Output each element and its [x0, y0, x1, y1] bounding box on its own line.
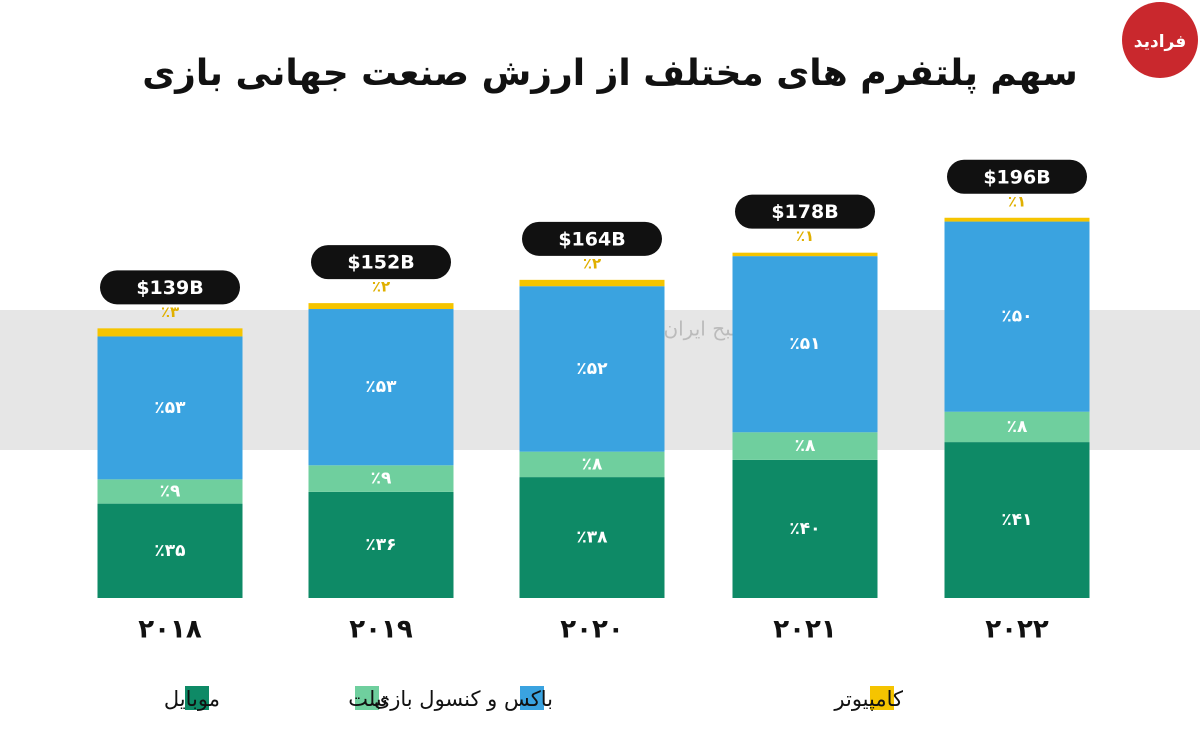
bar-segment: [97, 328, 243, 337]
data-label: ٪۱: [796, 227, 814, 245]
data-label: ٪۹: [371, 469, 392, 489]
legend-label: موبایل: [164, 687, 220, 711]
x-tick-label: ۲۰۱۸: [138, 615, 202, 645]
bar-segment: [308, 309, 454, 466]
data-label: ٪۱: [1008, 192, 1026, 210]
x-tick-label: ۲۰۲۲: [985, 615, 1049, 645]
bar-segment: [944, 411, 1090, 443]
legend-swatch: [520, 686, 544, 710]
legend-swatch: [355, 686, 379, 710]
legend-label: باکس و کنسول بازی: [374, 687, 553, 711]
bar-segment: [519, 451, 665, 478]
data-label: ٪۵۳: [365, 377, 397, 397]
data-label: ٪۳: [161, 303, 179, 321]
bar-segment: [97, 503, 243, 598]
total-label: $152B: [347, 252, 414, 274]
total-label: $164B: [558, 228, 625, 250]
bar-segment: [944, 221, 1090, 412]
legend-label: کامپیوتر: [833, 687, 903, 711]
bar-segment: [308, 465, 454, 492]
x-tick-label: ۲۰۱۹: [349, 615, 413, 645]
data-label: ٪۴۱: [1001, 510, 1032, 530]
bar-segment: [944, 217, 1090, 222]
data-label: ٪۸: [795, 436, 816, 456]
data-label: ٪۳۸: [576, 528, 608, 548]
bar-segment: [519, 477, 665, 598]
bar-segment: [732, 256, 878, 433]
bar-segment: [519, 286, 665, 452]
data-label: ٪۲: [372, 278, 390, 296]
bar-segment: [732, 252, 878, 257]
bar-segment: [97, 479, 243, 504]
total-pill: [100, 270, 240, 305]
data-label: ٪۵۱: [789, 334, 820, 354]
legend-label: تبلت: [348, 687, 388, 711]
brand-logo: [1122, 2, 1198, 78]
bar-segment: [97, 336, 243, 480]
total-pill: [947, 159, 1087, 194]
data-label: ٪۵۳: [154, 398, 186, 418]
bar-segment: [308, 303, 454, 310]
data-label: ٪۲: [583, 254, 601, 272]
bar-segment: [732, 459, 878, 598]
chart-title: سهم پلتفرم های مختلف از ارزش صنعت جهانی …: [142, 53, 1078, 94]
brand: فرادید: [1134, 32, 1186, 52]
total-label: $196B: [983, 166, 1050, 188]
total-label: $139B: [136, 277, 203, 299]
x-tick-label: ۲۰۲۰: [560, 615, 623, 645]
total-label: $178B: [771, 201, 838, 223]
legend-swatch: [185, 686, 209, 710]
data-label: ٪۳۶: [365, 535, 396, 555]
data-label: ٪۸: [1007, 417, 1028, 437]
total-pill: [735, 194, 875, 229]
data-label: ٪۵۲: [576, 359, 608, 379]
bar-segment: [308, 491, 454, 598]
total-pill: [311, 245, 451, 280]
legend-swatch: [870, 686, 894, 710]
total-pill: [522, 221, 662, 256]
x-tick-label: ۲۰۲۱: [773, 615, 836, 645]
bar-segment: [944, 442, 1090, 598]
data-label: ٪۳۵: [154, 541, 185, 561]
bar-segment: [519, 279, 665, 287]
data-label: ٪۵۰: [1001, 307, 1032, 327]
data-label: ٪۸: [582, 454, 603, 474]
data-label: ٪۴۰: [789, 519, 820, 539]
data-label: ٪۹: [160, 481, 181, 501]
bar-segment: [732, 432, 878, 460]
